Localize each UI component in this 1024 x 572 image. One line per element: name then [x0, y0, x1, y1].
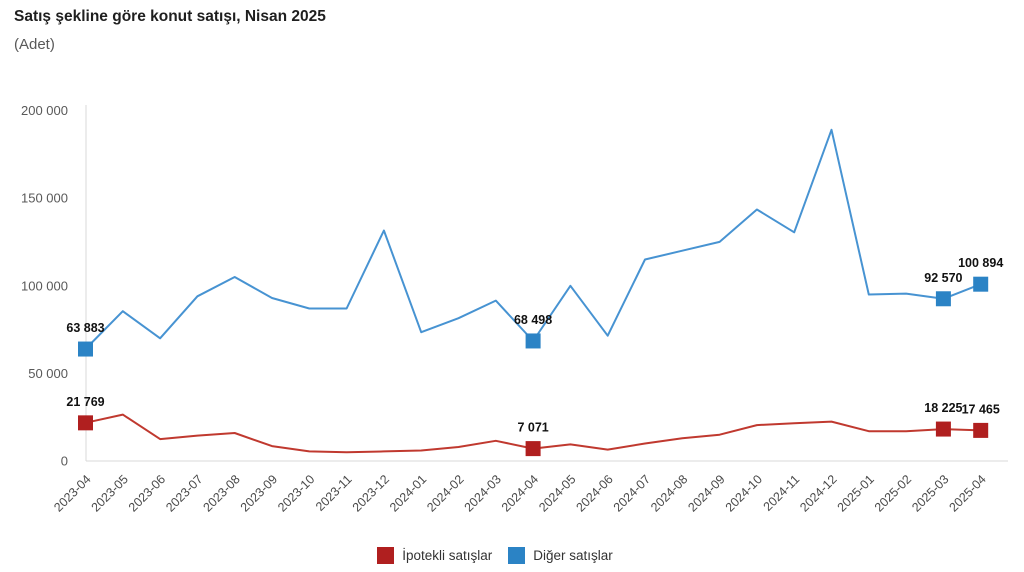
x-axis-tick-label: 2023-04: [51, 472, 93, 514]
data-point-label: 92 570: [924, 271, 962, 285]
x-axis-tick-label: 2023-05: [89, 472, 131, 514]
legend-label-diger-satislar: Diğer satışlar: [533, 548, 613, 563]
x-axis-tick-label: 2023-10: [275, 472, 317, 514]
y-axis-tick-label: 200 000: [21, 103, 68, 118]
x-axis-tick-label: 2024-05: [536, 472, 578, 514]
legend-swatch-red-square-icon: [377, 547, 395, 564]
data-point-label: 100 894: [958, 256, 1003, 270]
data-point-label: 17 465: [962, 402, 1000, 416]
series-marker-square: [973, 422, 989, 438]
x-axis-tick-label: 2024-01: [387, 472, 429, 514]
chart-subtitle: (Adet): [14, 36, 55, 53]
x-axis-tick-label: 2024-04: [499, 472, 541, 514]
legend-label-ipotekli-satislar: İpotekli satışlar: [402, 548, 493, 563]
legend-item-diger-satislar: Diğer satışlar: [508, 547, 613, 564]
x-axis-tick-label: 2025-04: [946, 472, 988, 514]
data-point-label: 18 225: [924, 401, 962, 415]
series-marker-square: [78, 341, 93, 357]
series-marker-square: [935, 421, 951, 437]
x-axis-tick-label: 2024-11: [761, 472, 803, 514]
x-axis-tick-label: 2024-12: [797, 472, 839, 514]
y-axis-tick-label: 100 000: [21, 278, 68, 293]
legend-swatch-blue-square-icon: [508, 547, 526, 564]
legend-item-ipotekli-satislar: İpotekli satışlar: [377, 547, 492, 564]
data-point-label: 7 071: [517, 421, 548, 435]
x-axis-tick-label: 2023-12: [350, 472, 392, 514]
x-axis-tick-label: 2025-02: [872, 472, 914, 514]
x-axis-tick-label: 2024-07: [611, 472, 653, 514]
x-axis-tick-label: 2024-10: [723, 472, 765, 514]
y-axis-tick-label: 150 000: [21, 191, 68, 206]
x-axis-tick-label: 2024-09: [685, 472, 727, 514]
series-marker-square: [78, 415, 93, 431]
series-marker-square: [935, 291, 951, 307]
data-point-label: 21 769: [66, 395, 104, 409]
series-marker-square: [525, 333, 541, 349]
data-point-label: 63 883: [66, 321, 104, 335]
x-axis-tick-label: 2024-06: [573, 472, 615, 514]
series-marker-square: [525, 441, 541, 457]
x-axis-tick-label: 2023-08: [200, 472, 242, 514]
x-axis-tick-label: 2024-08: [648, 472, 690, 514]
series-marker-square: [973, 276, 989, 292]
chart-legend: İpotekli satışlar Diğer satışlar: [0, 547, 990, 564]
x-axis-tick-label: 2023-06: [126, 472, 168, 514]
x-axis-tick-label: 2025-01: [835, 472, 877, 514]
x-axis-tick-label: 2023-11: [313, 472, 355, 514]
chart-title: Satış şekline göre konut satışı, Nisan 2…: [14, 8, 326, 25]
x-axis-tick-label: 2024-03: [462, 472, 504, 514]
x-axis-tick-label: 2023-07: [163, 472, 205, 514]
x-axis-tick-label: 2024-02: [424, 472, 466, 514]
x-axis-tick-label: 2025-03: [909, 472, 951, 514]
y-axis-tick-label: 50 000: [28, 366, 68, 381]
x-axis-tick-label: 2023-09: [238, 472, 280, 514]
data-point-label: 68 498: [514, 313, 552, 327]
y-axis-tick-label: 0: [61, 454, 68, 469]
